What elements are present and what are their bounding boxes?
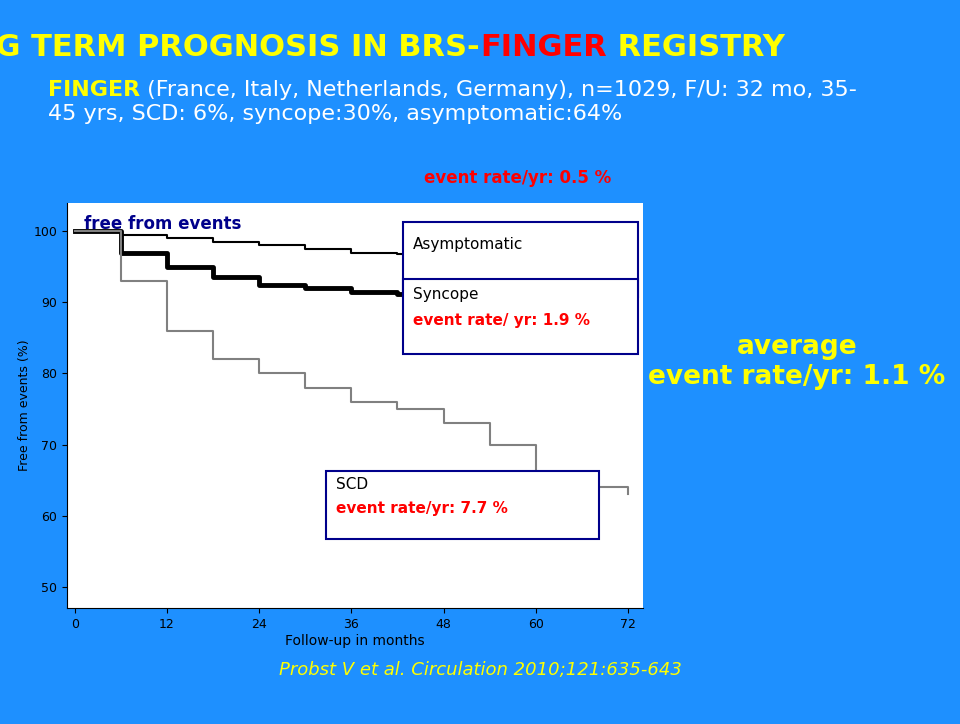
Text: event rate/ yr: 1.9 %: event rate/ yr: 1.9 % xyxy=(413,313,589,328)
Text: event rate/yr: 7.7 %: event rate/yr: 7.7 % xyxy=(336,502,508,516)
Y-axis label: Free from events (%): Free from events (%) xyxy=(18,340,31,471)
Text: Probst V et al. Circulation 2010;121:635-643: Probst V et al. Circulation 2010;121:635… xyxy=(278,661,682,678)
FancyBboxPatch shape xyxy=(326,471,599,539)
Text: average
event rate/yr: 1.1 %: average event rate/yr: 1.1 % xyxy=(648,334,946,390)
Text: (France, Italy, Netherlands, Germany), n=1029, F/U: 32 mo, 35-: (France, Italy, Netherlands, Germany), n… xyxy=(140,80,857,101)
Text: REGISTRY: REGISTRY xyxy=(607,33,784,62)
FancyBboxPatch shape xyxy=(403,222,637,298)
X-axis label: Follow-up in months: Follow-up in months xyxy=(285,634,425,648)
Text: event rate/yr: 0.5 %: event rate/yr: 0.5 % xyxy=(424,169,612,187)
Text: FINGER: FINGER xyxy=(48,80,140,101)
Text: FINGER: FINGER xyxy=(480,33,607,62)
Text: Syncope: Syncope xyxy=(413,287,478,302)
Text: 45 yrs, SCD: 6%, syncope:30%, asymptomatic:64%: 45 yrs, SCD: 6%, syncope:30%, asymptomat… xyxy=(48,104,622,124)
Text: SCD: SCD xyxy=(336,476,368,492)
Text: LONG TERM PROGNOSIS IN BRS-: LONG TERM PROGNOSIS IN BRS- xyxy=(0,33,480,62)
FancyBboxPatch shape xyxy=(403,279,637,354)
Text: free from events: free from events xyxy=(84,215,242,233)
Text: Asymptomatic: Asymptomatic xyxy=(413,237,523,252)
